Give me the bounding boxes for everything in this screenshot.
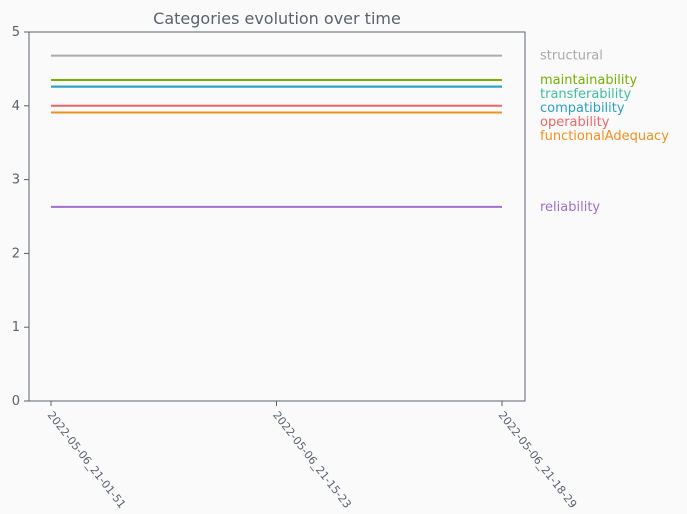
series-label-maintainability: maintainability bbox=[540, 73, 638, 88]
series-label-functionalAdequacy: functionalAdequacy bbox=[540, 129, 669, 144]
y-tick-label: 3 bbox=[12, 173, 20, 188]
series-label-operability: operability bbox=[540, 115, 610, 130]
x-tick-label: 2022-05-06_21-18-29 bbox=[496, 409, 580, 511]
series-label-compatibility: compatibility bbox=[540, 101, 625, 116]
chart-title: Categories evolution over time bbox=[153, 9, 401, 28]
series-labels: structural maintainabilitytransferability… bbox=[540, 49, 669, 215]
y-tick-label: 0 bbox=[12, 394, 20, 409]
y-tick-label: 2 bbox=[12, 246, 20, 261]
series-lines bbox=[51, 54, 502, 208]
y-axis: 0 1 2 3 4 5 bbox=[12, 25, 29, 409]
y-tick-label: 1 bbox=[12, 320, 20, 335]
y-tick-label: 4 bbox=[12, 99, 20, 114]
series-label-structural: structural bbox=[540, 49, 603, 64]
x-tick-label: 2022-05-06_21-15-23 bbox=[270, 409, 354, 511]
x-tick-label: 2022-05-06_21-01-51 bbox=[45, 409, 129, 511]
y-tick-label: 5 bbox=[12, 25, 20, 40]
series-label-transferability: transferability bbox=[540, 87, 631, 102]
series-label-reliability: reliability bbox=[540, 200, 600, 215]
x-axis: 2022-05-06_21-01-51 2022-05-06_21-15-23 20… bbox=[45, 401, 580, 511]
